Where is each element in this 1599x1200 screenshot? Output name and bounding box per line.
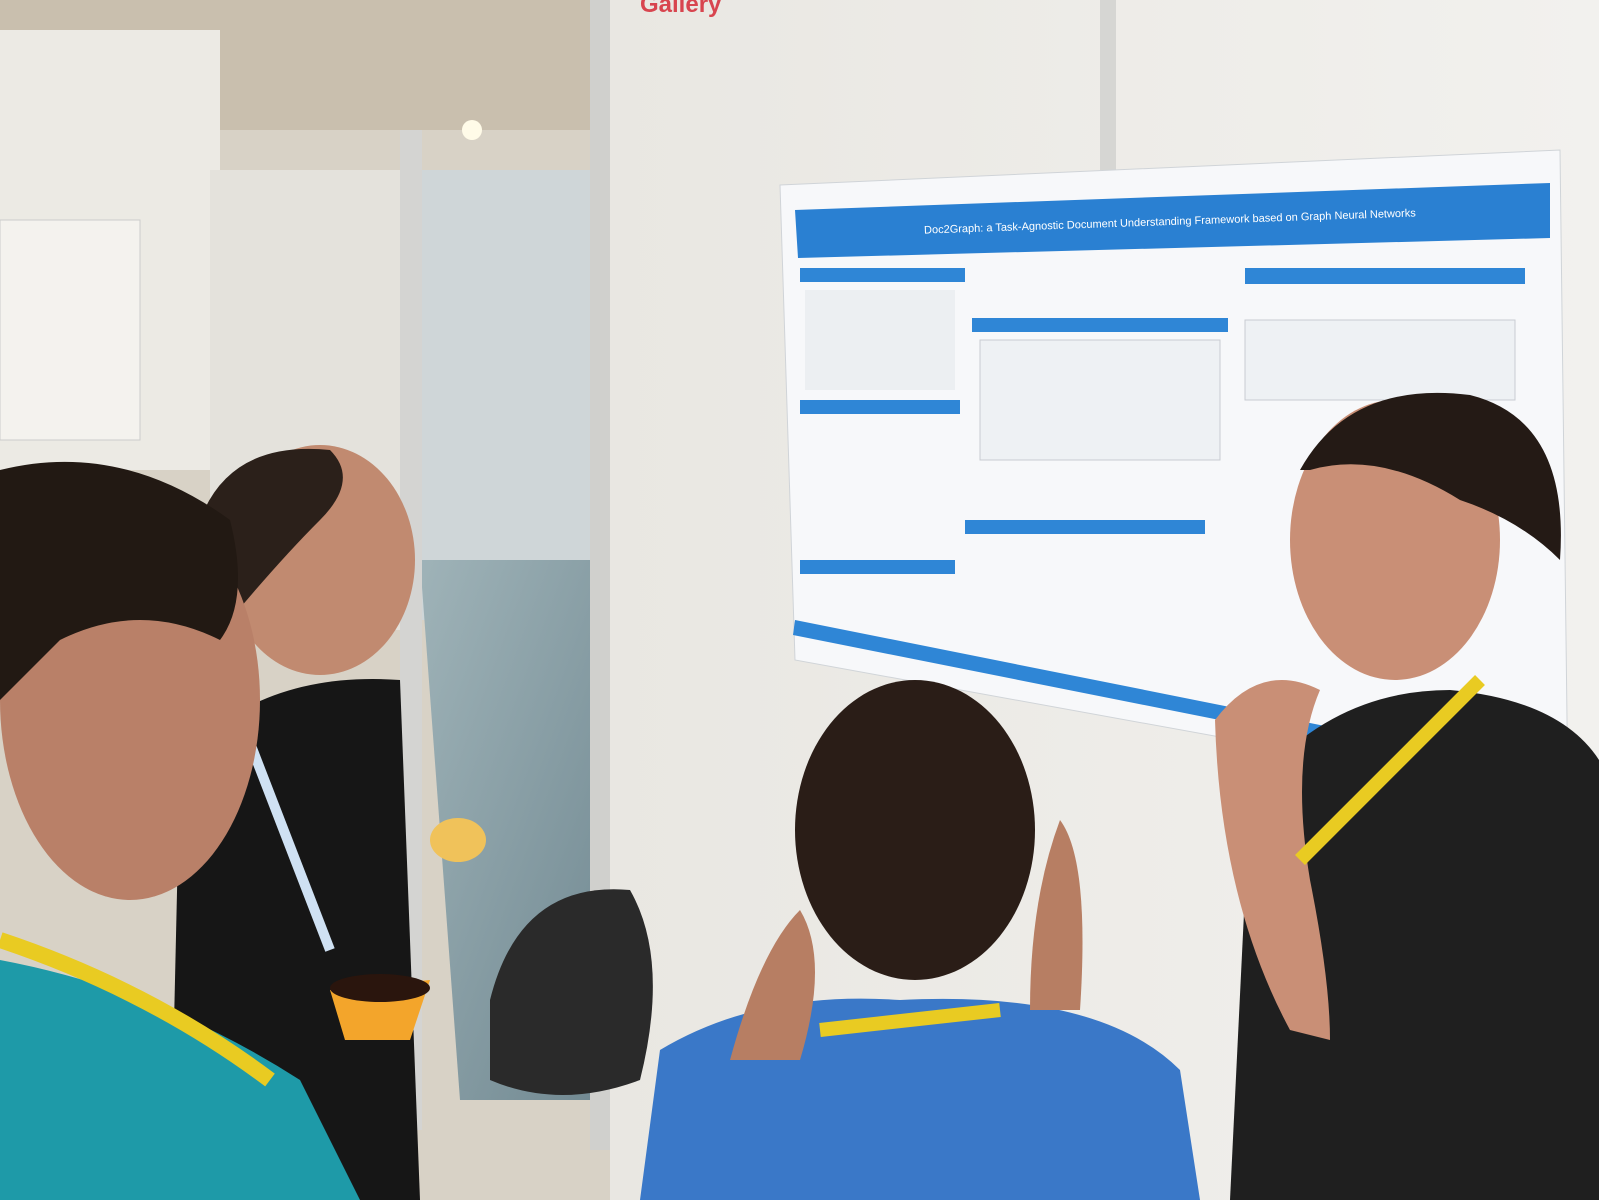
arm [1215,680,1330,1040]
lanyard [240,728,335,952]
wall-seam [1100,0,1116,170]
lanyard [1295,675,1485,865]
lanyard [819,1003,1001,1037]
hand [730,910,815,1060]
hair [1300,392,1561,560]
poster-section-header [972,318,1228,332]
ceiling-light [462,120,482,140]
shirt [1230,690,1599,1200]
poster-text-block [805,290,955,390]
person-right [1215,392,1599,1200]
shirt [0,960,360,1200]
distant-aisle [420,170,620,620]
hair [795,680,1035,980]
cup [430,818,486,862]
poster-section-header [800,268,965,282]
poster-section-header [965,520,1205,534]
backpack [490,889,653,1095]
poster-figure [979,339,1221,461]
booth-sign: Gallery [640,0,722,18]
shirt [640,998,1200,1200]
poster-section-header [800,400,960,414]
poster-section-header [1245,268,1525,284]
frame-pole [590,0,610,1150]
background-poster [0,219,141,441]
hair [0,461,238,700]
hand [1030,820,1083,1010]
poster-table [1244,319,1516,401]
poster-section-header [800,560,955,574]
poster-title-banner [795,183,1550,258]
person-left-front [0,461,430,1200]
coffee [330,974,430,1002]
person-middle [640,680,1200,1200]
lanyard [0,932,275,1087]
